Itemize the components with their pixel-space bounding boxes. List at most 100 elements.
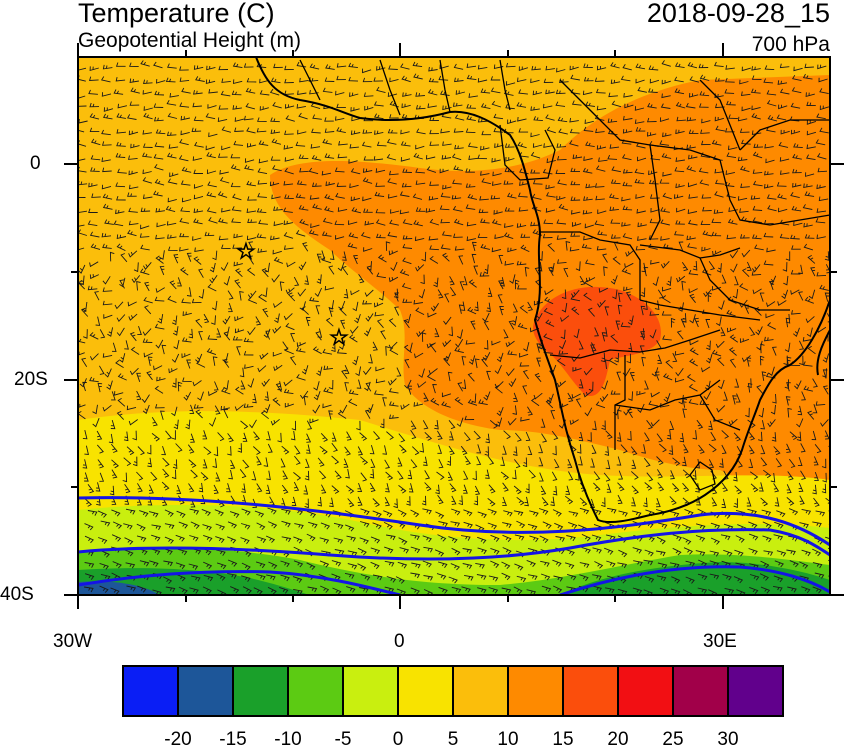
wind-barb	[403, 319, 410, 329]
wind-barb	[375, 366, 385, 372]
wind-barb	[345, 469, 350, 479]
wind-barb	[448, 445, 455, 456]
wind-barb	[527, 406, 533, 416]
wind-barb	[295, 230, 306, 237]
wind-barb	[610, 79, 621, 85]
wind-barb	[788, 458, 796, 468]
wind-barb	[218, 217, 228, 224]
wind-barb	[592, 585, 603, 592]
wind-barb	[763, 550, 774, 556]
wind-barb	[429, 141, 440, 146]
wind-barb	[604, 446, 610, 456]
wind-barb	[661, 60, 671, 67]
wind-barb	[397, 457, 403, 467]
wind-barb	[235, 386, 244, 395]
wind-barb	[524, 266, 530, 277]
wind-barb	[774, 521, 784, 529]
wind-barb	[728, 418, 738, 426]
wind-barb	[662, 171, 672, 177]
wind-barb	[741, 106, 751, 112]
colorbar-tick-label: 25	[662, 729, 684, 750]
wind-barb	[767, 419, 776, 428]
wind-barb	[143, 106, 153, 111]
wind-barb	[597, 300, 606, 308]
lon-label-30w: 30W	[53, 631, 93, 652]
wind-barb	[439, 64, 449, 70]
wind-barb	[724, 89, 735, 94]
wind-barb	[128, 207, 138, 213]
lon-label-30e: 30E	[703, 631, 737, 652]
wind-barb	[387, 194, 398, 199]
wind-barb	[711, 139, 722, 146]
wind-barb	[115, 76, 126, 82]
wind-barb	[297, 90, 307, 96]
wind-barb	[319, 470, 327, 480]
wind-barb	[166, 131, 177, 136]
wind-barb	[307, 586, 318, 593]
wind-barb	[128, 250, 138, 258]
wind-barb	[552, 559, 562, 567]
wind-barb	[540, 560, 550, 567]
wind-barb	[458, 495, 463, 506]
wind-barb	[620, 75, 631, 82]
wind-barb	[258, 294, 267, 303]
wind-barb	[414, 352, 424, 359]
wind-barb	[617, 494, 623, 505]
wind-barb	[319, 537, 330, 544]
wind-barb	[508, 320, 515, 330]
wind-barb	[648, 65, 659, 71]
wind-barb	[243, 403, 254, 408]
wind-barb	[335, 192, 345, 199]
wind-barb	[548, 266, 554, 277]
wind-barb	[189, 587, 199, 594]
wind-barb	[452, 205, 463, 212]
wind-barb	[610, 275, 618, 285]
wind-barb	[427, 103, 437, 109]
wind-barb	[124, 483, 131, 494]
wind-barb	[176, 510, 186, 518]
wind-barb	[530, 169, 540, 174]
wind-barb	[736, 445, 743, 456]
colorbar-tick-label: 0	[392, 729, 404, 750]
wind-barb	[741, 268, 750, 278]
wind-barb	[364, 220, 374, 226]
wind-barb	[704, 380, 711, 391]
wind-barb	[675, 220, 685, 225]
wind-barb	[464, 455, 471, 466]
wind-barb	[89, 353, 99, 361]
wind-barb	[234, 328, 245, 334]
wind-barb	[309, 296, 319, 302]
wind-barb	[799, 561, 809, 569]
wind-barb	[397, 509, 407, 518]
wind-barb	[302, 242, 309, 252]
wind-barb	[173, 419, 179, 430]
wind-barb	[207, 181, 217, 188]
wind-barb	[366, 404, 374, 414]
wind-barb	[478, 399, 488, 406]
wind-barb	[116, 327, 125, 337]
wind-barb	[211, 315, 216, 326]
wind-barb	[564, 562, 575, 569]
wind-barb	[427, 89, 438, 96]
wind-barb	[686, 235, 696, 241]
wind-barb	[790, 102, 801, 109]
wind-barb	[522, 369, 529, 380]
wind-barb	[687, 182, 698, 188]
wind-barb	[232, 62, 243, 69]
wind-barb	[766, 90, 777, 96]
wind-barb	[754, 244, 764, 251]
wind-barb	[155, 208, 165, 213]
wind-barb	[166, 221, 177, 226]
wind-barb	[542, 233, 553, 239]
wind-barb	[544, 296, 554, 305]
wind-barb	[648, 243, 658, 250]
wind-barb	[120, 253, 128, 263]
wind-barb	[256, 536, 267, 543]
wind-barb	[441, 392, 452, 398]
colorbar-swatch	[727, 665, 784, 717]
wind-barb	[570, 74, 580, 81]
wind-barb	[284, 167, 294, 175]
wind-barb	[712, 250, 722, 256]
wind-barb	[587, 432, 592, 442]
wind-barb	[705, 319, 710, 329]
